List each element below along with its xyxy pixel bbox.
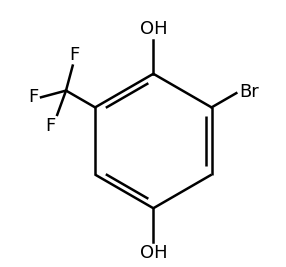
Text: F: F: [46, 117, 56, 135]
Text: Br: Br: [239, 83, 259, 101]
Text: F: F: [69, 46, 79, 64]
Text: F: F: [28, 88, 38, 106]
Text: OH: OH: [140, 19, 167, 38]
Text: OH: OH: [140, 244, 167, 262]
